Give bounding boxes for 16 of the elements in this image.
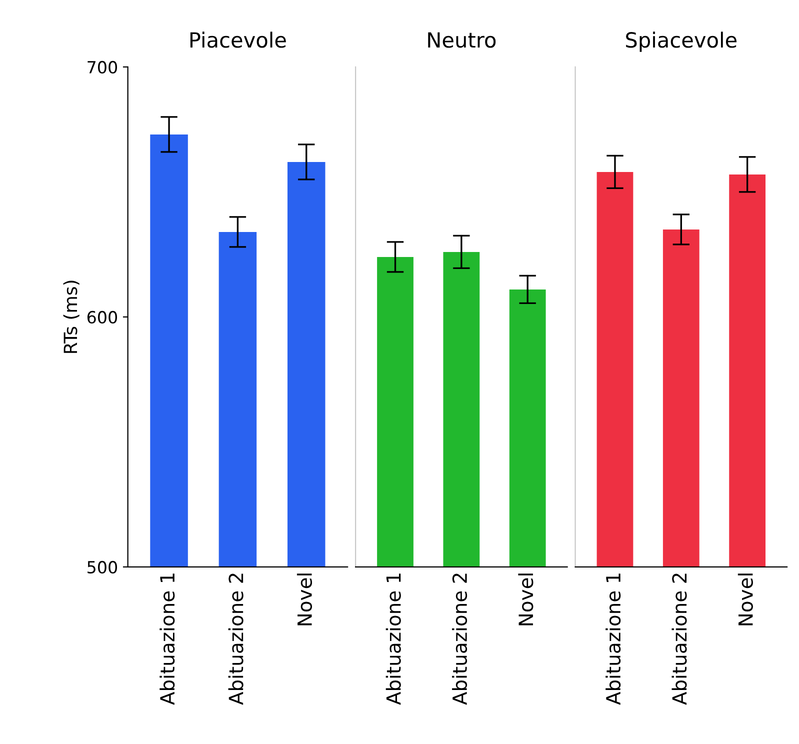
chart-title: Piacevole <box>190 32 286 48</box>
x-tick-label: Novel <box>296 574 312 626</box>
x-tick-label: Abituazione 2 <box>672 574 687 705</box>
x-tick-label: Abituazione 1 <box>160 574 175 705</box>
x-tick-label: Abituazione 2 <box>228 574 244 705</box>
y-tick-label: 500 <box>88 560 118 574</box>
x-tick-label: Novel <box>518 574 534 626</box>
x-tick-label: Abituazione 2 <box>452 574 468 705</box>
x-tick-label: Novel <box>738 574 753 626</box>
x-tick-label: Abituazione 1 <box>606 574 621 705</box>
y-axis-title: RTs (ms) <box>63 280 80 353</box>
y-tick-label: 700 <box>88 60 118 74</box>
chart-title: Spiacevole <box>626 32 737 52</box>
y-tick-label: 600 <box>87 310 118 324</box>
x-tick-label: Abituazione 1 <box>386 574 401 705</box>
chart-title: Neutro <box>428 32 496 48</box>
